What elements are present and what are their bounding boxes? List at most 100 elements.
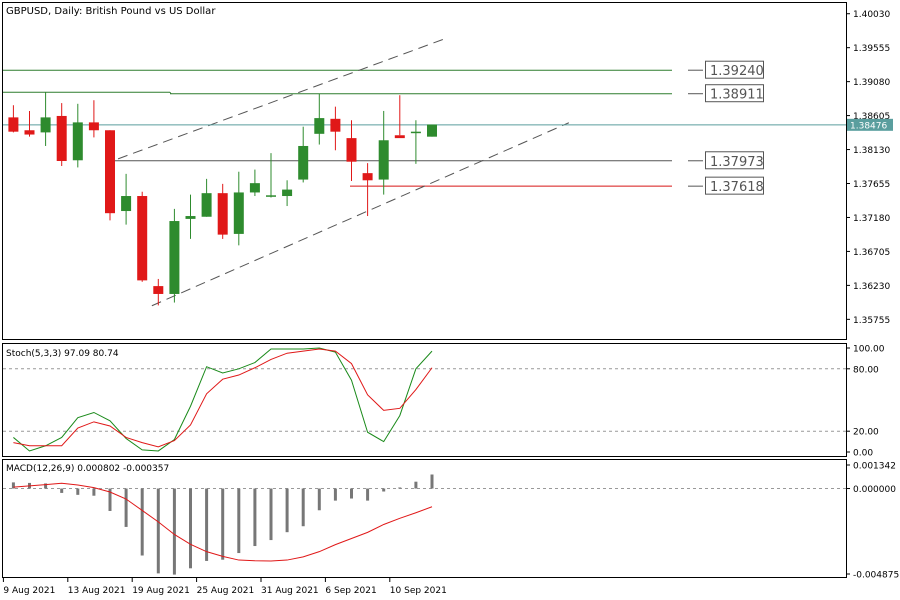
stoch-tick-label: 100.00 — [853, 345, 885, 355]
macd-pane[interactable] — [3, 474, 846, 575]
candle-body — [185, 216, 196, 219]
candle-body — [233, 192, 244, 234]
stoch-tick-label: 0.00 — [853, 449, 873, 459]
macd-histogram-bar — [350, 488, 353, 499]
price-tick-label: 1.35755 — [853, 316, 890, 326]
macd-histogram-bar — [172, 488, 176, 575]
candle-body — [56, 115, 67, 161]
macd-histogram-bar — [317, 488, 321, 511]
channel-upper-line — [117, 38, 446, 160]
macd-histogram-bar — [382, 488, 386, 492]
candle-body — [137, 196, 148, 281]
macd-histogram-bar — [76, 488, 80, 495]
candle-body — [8, 117, 19, 132]
channel-lower-line — [151, 122, 570, 307]
time-tick-label: 31 Aug 2021 — [261, 586, 319, 596]
candle-body — [282, 189, 293, 197]
macd-histogram-bar — [253, 488, 257, 547]
macd-histogram-bar — [108, 488, 112, 511]
time-tick-label: 6 Sep 2021 — [325, 586, 376, 596]
price-tick-label: 1.39080 — [853, 78, 890, 88]
time-tick-label: 19 Aug 2021 — [132, 586, 190, 596]
stoch-pane-frame[interactable] — [2, 343, 847, 457]
time-axis: 9 Aug 2021 13 Aug 2021 19 Aug 2021 25 Aug 2… — [2, 577, 447, 596]
current-price-label: 1.38476 — [850, 121, 887, 131]
candle-body — [169, 221, 180, 294]
macd-histogram-bar — [398, 487, 402, 489]
macd-histogram-bar — [124, 488, 128, 527]
candle-body — [121, 196, 132, 212]
price-tick-label: 1.36705 — [853, 248, 890, 258]
candle-body — [330, 118, 341, 132]
time-tick-label: 9 Aug 2021 — [3, 586, 55, 596]
candle-body — [40, 117, 51, 133]
candle-body — [249, 183, 260, 193]
macd-label: MACD(12,26,9) 0.000802 -0.000357 — [6, 464, 169, 474]
candle-body — [362, 173, 373, 181]
candle-body — [378, 140, 389, 180]
candle-body — [346, 138, 357, 162]
main-pane-frame[interactable] — [2, 2, 847, 340]
candle-body — [24, 130, 35, 135]
price-tick-label: 1.37655 — [853, 180, 890, 190]
stoch-tick-label: 20.00 — [853, 428, 879, 438]
main-chart-label: GBPUSD, Daily: British Pound vs US Dolla… — [6, 6, 216, 17]
macd-tick-label: 0.001342 — [853, 462, 896, 472]
macd-histogram-bar — [237, 488, 241, 554]
macd-histogram-bar — [221, 488, 225, 560]
macd-histogram-bar — [140, 488, 144, 556]
candle-body — [298, 145, 309, 180]
macd-signal-line — [13, 482, 433, 562]
level-label: 1.37618 — [710, 180, 764, 195]
macd-histogram-bar — [414, 481, 418, 489]
candle-body — [394, 135, 405, 139]
level-label: 1.37973 — [710, 155, 764, 170]
candle-body — [201, 193, 212, 217]
macd-histogram-bar — [269, 488, 273, 541]
level-label-box — [705, 151, 764, 170]
candle-body — [88, 122, 99, 131]
level-label-box — [705, 84, 764, 103]
macd-histogram-bar — [285, 488, 289, 533]
macd-histogram-bar — [156, 488, 160, 574]
candle-body — [410, 131, 421, 134]
level-label: 1.38911 — [710, 88, 764, 103]
main-pane[interactable]: 1.39240 1.38911 1.37973 1.37618 — [3, 38, 846, 307]
price-axis: 1.40030 1.39555 1.39080 1.38605 1.38130 1.376… — [846, 10, 899, 581]
time-tick-label: 10 Sep 2021 — [390, 586, 447, 596]
time-tick-label: 13 Aug 2021 — [68, 586, 126, 596]
level-label-box — [705, 60, 764, 79]
macd-pane-frame[interactable] — [2, 459, 847, 578]
macd-histogram-bar — [44, 483, 48, 489]
stoch-series-line — [13, 348, 433, 448]
price-tick-label: 1.38130 — [853, 146, 890, 156]
stoch-tick-label: 80.00 — [853, 365, 879, 375]
level-label-box — [705, 176, 764, 195]
stoch-series-line — [13, 347, 433, 452]
current-price-tag — [847, 118, 893, 131]
price-tick-label: 1.36230 — [853, 282, 890, 292]
candle-body — [105, 130, 115, 214]
stochastic-pane[interactable] — [3, 347, 846, 452]
price-tick-label: 1.40030 — [853, 10, 890, 20]
macd-histogram-bar — [205, 488, 209, 561]
price-tick-label: 1.37180 — [853, 214, 890, 224]
level-label: 1.39240 — [710, 64, 764, 79]
macd-histogram-bar — [301, 488, 305, 527]
candle-body — [314, 118, 325, 134]
candle-body — [427, 124, 437, 137]
price-tick-label: 1.38605 — [853, 112, 890, 122]
candle-body — [72, 122, 83, 161]
macd-tick-label: 0.000000 — [853, 485, 896, 495]
price-tick-label: 1.39555 — [853, 44, 890, 54]
time-tick-label: 25 Aug 2021 — [197, 586, 255, 596]
candle-body — [217, 193, 228, 235]
macd-histogram-bar — [11, 482, 15, 489]
macd-histogram-bar — [366, 488, 370, 501]
macd-histogram-bar — [60, 488, 64, 493]
candle-body — [266, 195, 276, 197]
macd-histogram-bar — [189, 488, 192, 569]
macd-histogram-bar — [92, 488, 96, 496]
